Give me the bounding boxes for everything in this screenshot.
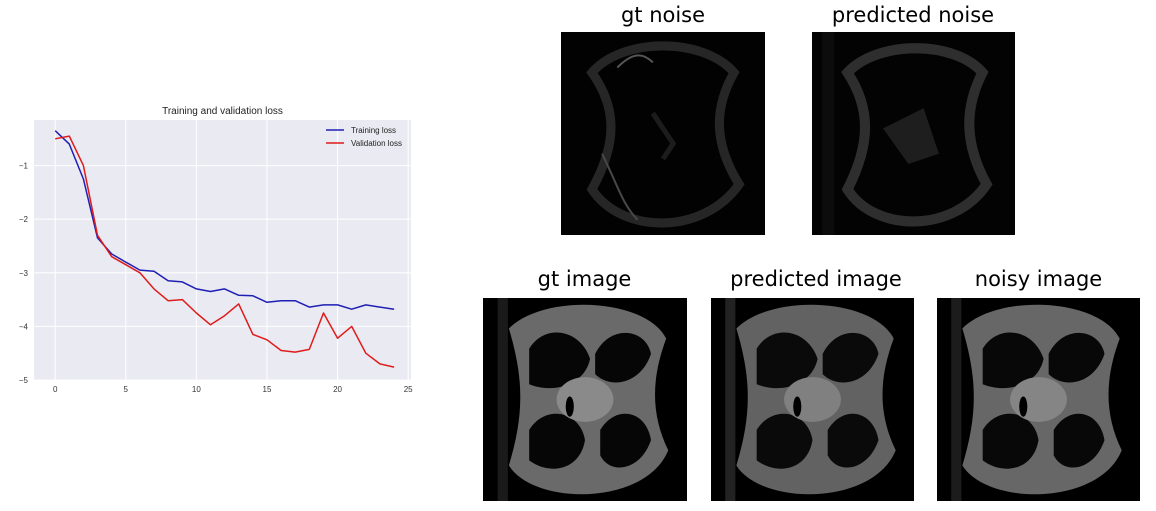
noisy-image <box>937 298 1140 501</box>
y-tick-label: −3 <box>19 269 29 278</box>
y-tick-label: −5 <box>19 376 29 385</box>
gt-noise-image <box>561 32 765 235</box>
plot-background <box>34 120 411 380</box>
legend-label: Training loss <box>351 126 396 135</box>
x-tick-label: 10 <box>192 385 201 394</box>
predicted-image-title: predicted image <box>730 267 902 291</box>
gt-noise-title: gt noise <box>620 3 706 27</box>
y-tick-label: −4 <box>19 322 29 331</box>
series-line-validation-loss <box>55 135 395 368</box>
legend-label: Validation loss <box>351 139 402 148</box>
predicted-noise-image <box>812 32 1015 235</box>
y-tick-label: −2 <box>19 215 29 224</box>
gt-image-title: gt image <box>537 267 632 291</box>
y-tick-label: −1 <box>19 162 29 171</box>
noisy-image-title: noisy image <box>974 267 1103 291</box>
loss-chart: 0 5 10 15 20 25 −1 −2 −3 −4 −5 Training and validat… <box>19 106 413 394</box>
gt-image <box>483 298 687 501</box>
series-line-training-loss <box>54 130 395 310</box>
chart-title: Training and validation loss <box>162 106 283 117</box>
x-tick-label: 25 <box>404 385 413 394</box>
predicted-image <box>711 298 914 501</box>
x-tick-label: 15 <box>263 385 272 394</box>
x-tick-label: 0 <box>53 385 58 394</box>
x-tick-label: 20 <box>333 385 342 394</box>
predicted-noise-title: predicted noise <box>831 3 995 27</box>
x-tick-label: 5 <box>124 385 129 394</box>
